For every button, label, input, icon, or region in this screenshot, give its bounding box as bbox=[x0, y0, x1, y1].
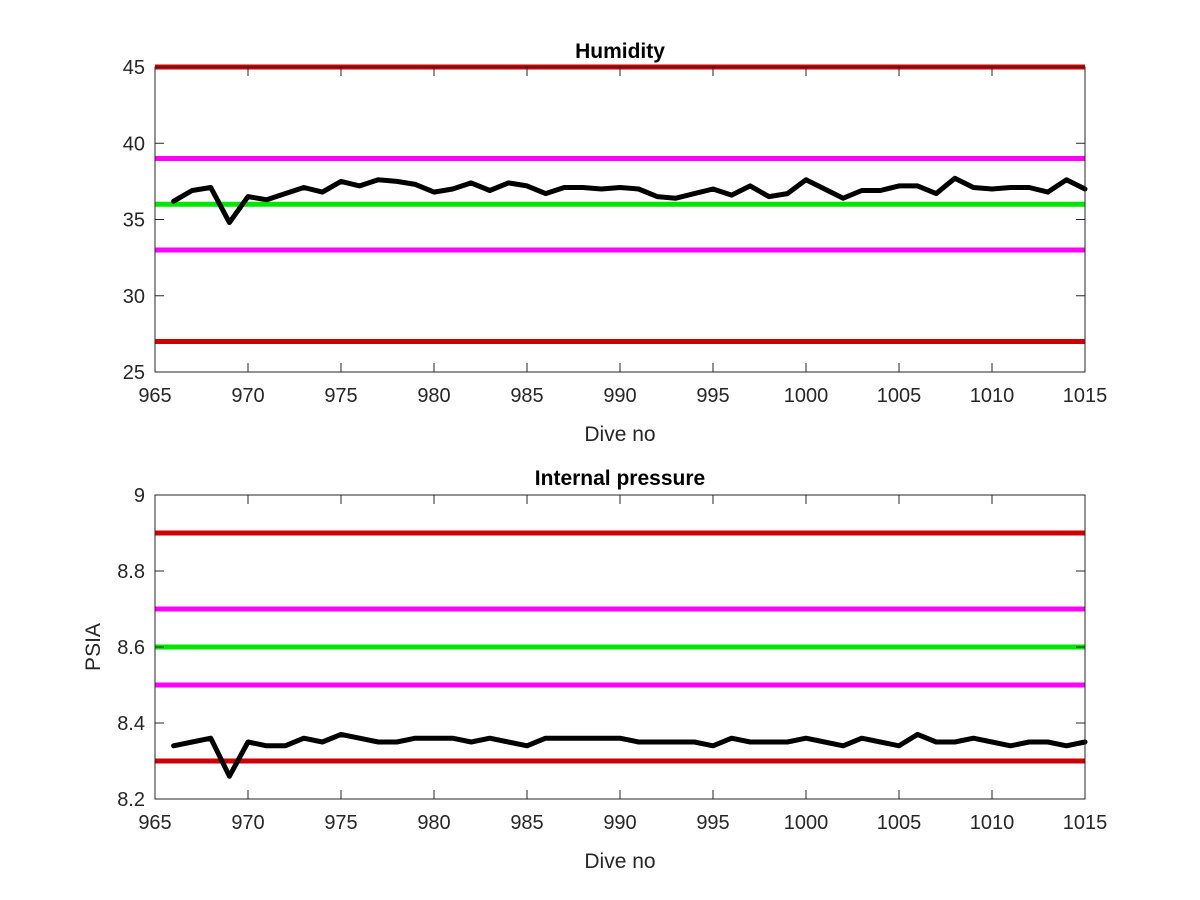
x-tick-label: 990 bbox=[603, 385, 636, 407]
x-tick-label: 1000 bbox=[784, 812, 829, 834]
x-tick-label: 965 bbox=[138, 385, 171, 407]
x-tick-label: 965 bbox=[138, 812, 171, 834]
x-tick-label: 1005 bbox=[877, 812, 922, 834]
y-tick-label: 25 bbox=[123, 362, 145, 384]
x-tick-label: 1010 bbox=[970, 385, 1015, 407]
x-tick-label: 1015 bbox=[1063, 385, 1108, 407]
x-tick-label: 970 bbox=[231, 812, 264, 834]
y-tick-label: 35 bbox=[123, 210, 145, 232]
x-axis-label: Dive no bbox=[584, 423, 655, 446]
plot-area: 965 970 975 980 985 990 995 1000 1005 1010 1015 25 3… bbox=[123, 57, 1108, 407]
x-tick-label: 980 bbox=[417, 812, 450, 834]
series-line bbox=[171, 731, 1088, 779]
x-tick-label: 980 bbox=[417, 385, 450, 407]
y-axis-label: PSIA bbox=[82, 623, 105, 671]
x-tick-label: 975 bbox=[324, 385, 357, 407]
y-tick-label: 8.8 bbox=[117, 561, 145, 583]
x-axis-label: Dive no bbox=[584, 850, 655, 873]
y-tick-label: 40 bbox=[123, 133, 145, 155]
y-tick-label: 8.4 bbox=[117, 713, 145, 735]
plot-area: 965 970 975 980 985 990 995 1000 1005 1010 1015 8.2… bbox=[117, 485, 1107, 834]
x-tick-label: 1000 bbox=[784, 385, 829, 407]
chart-title: Internal pressure bbox=[535, 467, 705, 490]
x-tick-label: 995 bbox=[696, 385, 729, 407]
x-tick-label: 970 bbox=[231, 385, 264, 407]
y-tick-label: 45 bbox=[123, 57, 145, 79]
internal-pressure-chart: Internal pressure Dive no PSIA 965 970 975… bbox=[82, 467, 1107, 873]
series-line bbox=[171, 175, 1088, 226]
x-tick-label: 985 bbox=[510, 812, 543, 834]
y-tick-label: 8.2 bbox=[117, 789, 145, 811]
y-tick-label: 9 bbox=[134, 485, 145, 507]
y-tick-label: 30 bbox=[123, 286, 145, 308]
chart-title: Humidity bbox=[575, 40, 665, 63]
x-tick-label: 1015 bbox=[1063, 812, 1108, 834]
x-tick-label: 975 bbox=[324, 812, 357, 834]
x-tick-label: 990 bbox=[603, 812, 636, 834]
humidity-chart: Humidity Dive no 965 970 975 980 985 990 995 10… bbox=[123, 40, 1108, 446]
x-tick-label: 1005 bbox=[877, 385, 922, 407]
x-tick-label: 1010 bbox=[970, 812, 1015, 834]
y-tick-label: 8.6 bbox=[117, 637, 145, 659]
x-tick-label: 995 bbox=[696, 812, 729, 834]
x-tick-label: 985 bbox=[510, 385, 543, 407]
